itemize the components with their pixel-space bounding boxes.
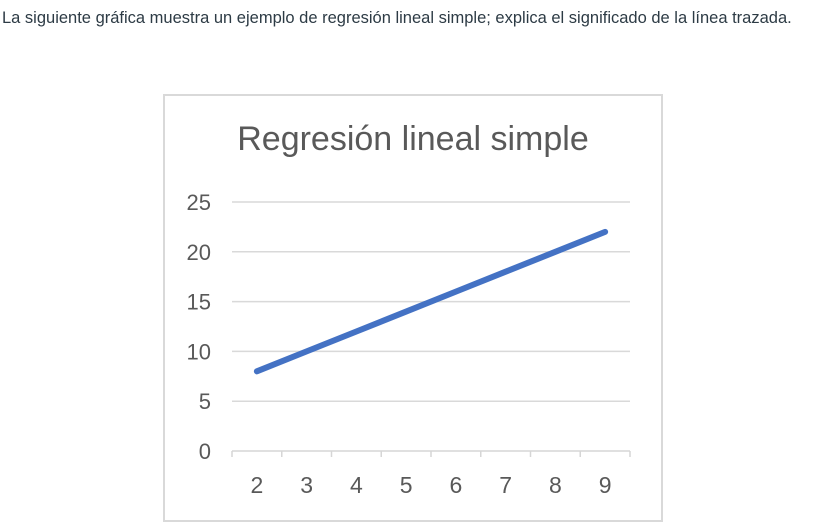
x-axis-tick-label: 8 (549, 472, 562, 498)
chart-frame: Regresión lineal simple 0 5 10 15 20 25 2 3 4 5 6 7… (163, 94, 663, 522)
x-axis-tick-label: 5 (400, 472, 413, 498)
y-axis-tick-label: 5 (199, 389, 211, 414)
x-axis-tick-label: 3 (300, 472, 313, 498)
chart-title: Regresión lineal simple (237, 120, 589, 158)
x-axis-tick-label: 9 (599, 472, 612, 498)
y-axis-tick-label: 25 (187, 190, 211, 215)
x-axis-tick-label: 7 (499, 472, 512, 498)
x-axis-tick-label: 2 (250, 472, 263, 498)
regression-line (253, 228, 609, 375)
y-axis-tick-label: 0 (199, 439, 211, 464)
question-text: La siguiente gráfica muestra un ejemplo … (2, 9, 792, 27)
x-axis-tick-label: 6 (449, 472, 462, 498)
y-axis-tick-label: 20 (187, 240, 211, 265)
y-axis-tick-label: 10 (187, 339, 211, 364)
y-axis-tick-label: 15 (187, 290, 211, 315)
line-chart-canvas: 0 5 10 15 20 25 2 3 4 5 6 7 8 9 (187, 190, 631, 498)
x-axis-tick-label: 4 (350, 472, 363, 498)
